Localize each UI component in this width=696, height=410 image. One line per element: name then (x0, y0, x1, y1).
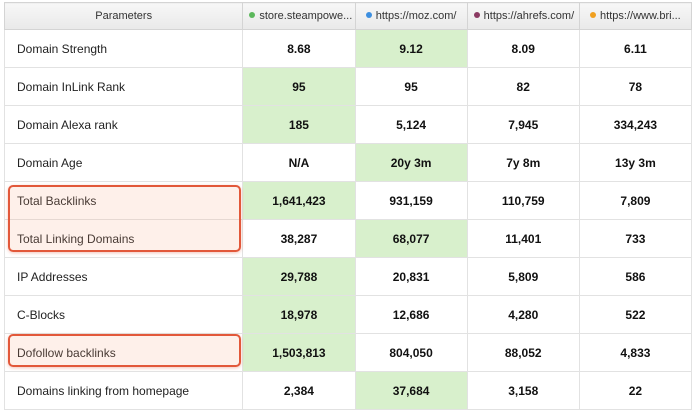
site-column-label: https://ahrefs.com/ (483, 10, 575, 22)
value-cell: 11,401 (466, 219, 580, 258)
value-cell: 18,978 (242, 295, 356, 334)
value-cell: 185 (242, 105, 356, 144)
row-parameter-label: Dofollow backlinks (3, 333, 244, 372)
table-row: Total Linking Domains 38,287 68,077 11,4… (3, 219, 693, 258)
site-column-label: store.steampowe... (259, 10, 353, 22)
site-column-header[interactable]: https://ahrefs.com/ (466, 2, 580, 30)
value-cell: 6.11 (578, 29, 693, 68)
site-color-dot (473, 12, 480, 18)
value-cell: 804,050 (354, 333, 468, 372)
value-cell: 12,686 (354, 295, 468, 334)
value-cell: 9.12 (354, 29, 468, 68)
value-cell: 95 (242, 67, 356, 106)
table-row: Domain Strength 8.68 9.12 8.09 6.11 (3, 29, 693, 68)
site-color-dot (590, 12, 597, 18)
table-row: Total Backlinks 1,641,423 931,159 110,75… (3, 181, 693, 220)
row-parameter-label: Domain Age (3, 143, 244, 182)
table-row: Domain InLink Rank 95 95 82 78 (3, 67, 693, 106)
value-cell: N/A (242, 143, 356, 182)
table-row: Dofollow backlinks 1,503,813 804,050 88,… (3, 333, 693, 372)
comparison-table: Parameters store.steampowe... https://mo… (3, 2, 693, 410)
value-cell: 7,945 (466, 105, 580, 144)
value-cell: 82 (466, 67, 580, 106)
value-cell: 7,809 (578, 181, 693, 220)
value-cell: 733 (578, 219, 693, 258)
table-row: IP Addresses 29,788 20,831 5,809 586 (3, 257, 693, 296)
table-row: Domain Alexa rank 185 5,124 7,945 334,24… (3, 105, 693, 144)
table-row: Domain Age N/A 20y 3m 7y 8m 13y 3m (3, 143, 693, 182)
row-parameter-label: Domain Alexa rank (3, 105, 244, 144)
value-cell: 88,052 (466, 333, 580, 372)
value-cell: 29,788 (242, 257, 356, 296)
row-parameter-label: C-Blocks (3, 295, 244, 334)
table-header-row: Parameters store.steampowe... https://mo… (3, 2, 693, 30)
value-cell: 38,287 (242, 219, 356, 258)
value-cell: 4,280 (466, 295, 580, 334)
row-parameter-label: Total Linking Domains (3, 219, 244, 258)
row-parameter-label: Domain Strength (3, 29, 244, 68)
value-cell: 7y 8m (466, 143, 580, 182)
value-cell: 20,831 (354, 257, 468, 296)
value-cell: 110,759 (466, 181, 580, 220)
row-parameter-label: Domain InLink Rank (3, 67, 244, 106)
value-cell: 5,124 (354, 105, 468, 144)
site-column-header[interactable]: https://moz.com/ (354, 2, 468, 30)
site-column-header[interactable]: https://www.bri... (578, 2, 693, 30)
value-cell: 334,243 (578, 105, 693, 144)
row-parameter-label: IP Addresses (3, 257, 244, 296)
value-cell: 95 (354, 67, 468, 106)
value-cell: 1,503,813 (242, 333, 356, 372)
site-color-dot (365, 12, 372, 18)
value-cell: 20y 3m (354, 143, 468, 182)
value-cell: 8.68 (242, 29, 356, 68)
site-column-label: https://www.bri... (600, 10, 681, 22)
parameters-column-header: Parameters (3, 2, 244, 30)
value-cell: 78 (578, 67, 693, 106)
value-cell: 522 (578, 295, 693, 334)
table-row: C-Blocks 18,978 12,686 4,280 522 (3, 295, 693, 334)
site-color-dot (249, 12, 256, 18)
value-cell: 5,809 (466, 257, 580, 296)
site-column-header[interactable]: store.steampowe... (242, 2, 356, 30)
value-cell: 931,159 (354, 181, 468, 220)
site-column-label: https://moz.com/ (375, 10, 457, 22)
value-cell: 586 (578, 257, 693, 296)
row-parameter-label: Total Backlinks (3, 181, 244, 220)
value-cell: 1,641,423 (242, 181, 356, 220)
value-cell: 68,077 (354, 219, 468, 258)
value-cell: 13y 3m (578, 143, 693, 182)
table-row: Domains linking from homepage 2,384 37,6… (3, 371, 693, 410)
value-cell: 4,833 (578, 333, 693, 372)
value-cell: 8.09 (466, 29, 580, 68)
